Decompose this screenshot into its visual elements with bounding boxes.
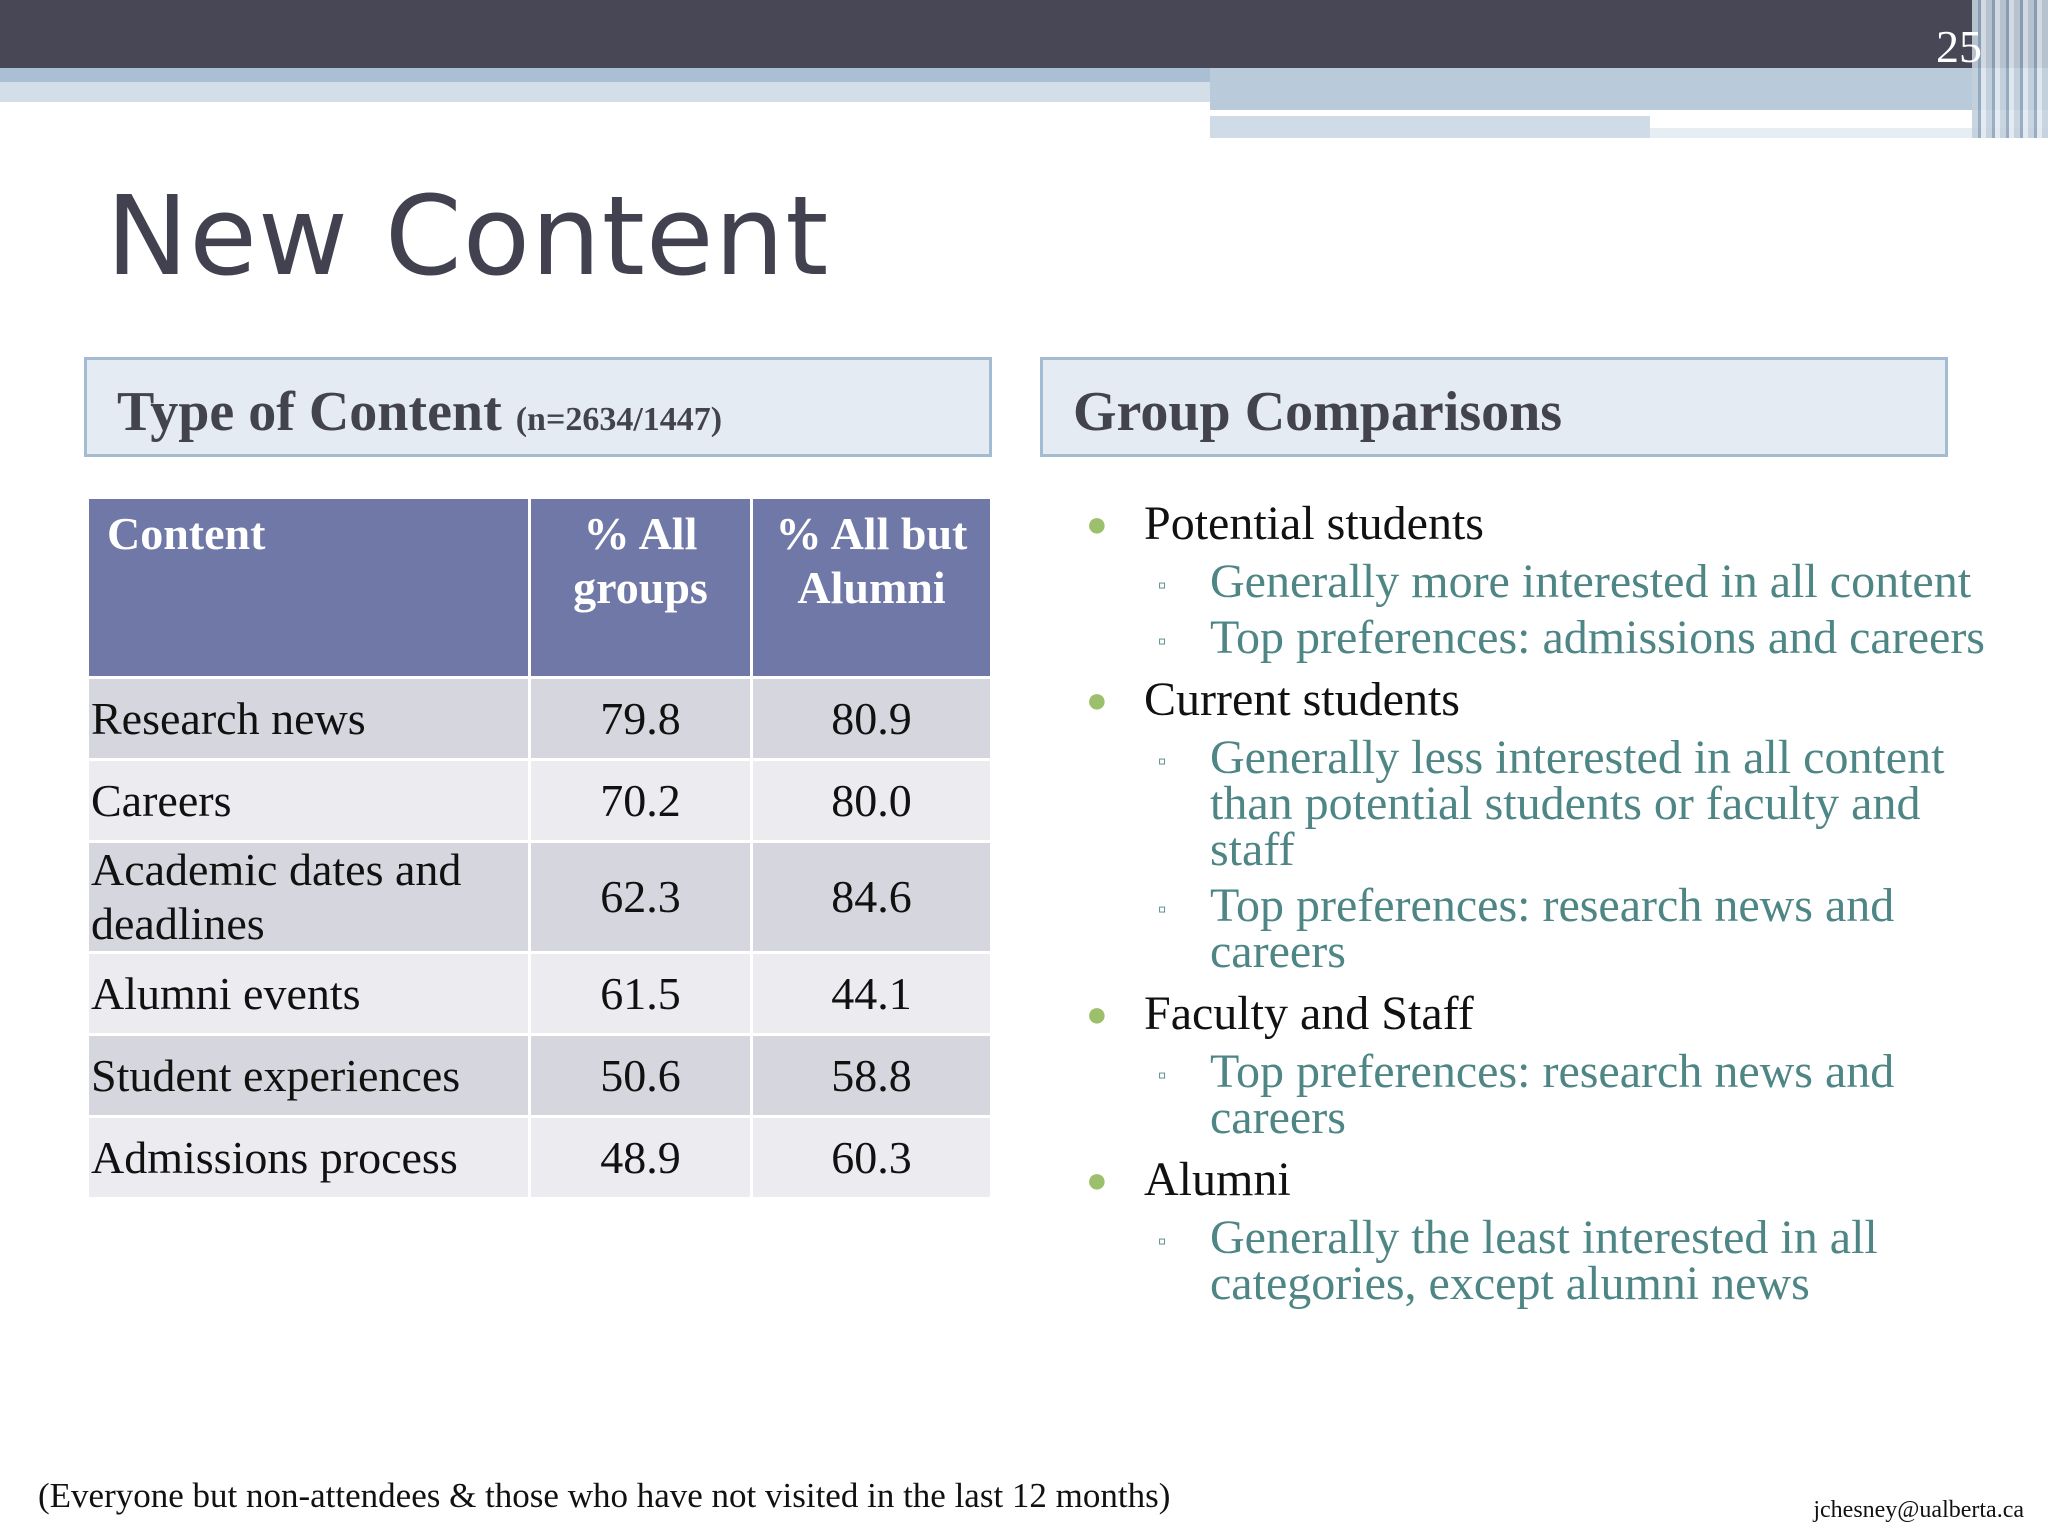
sub-bullet: ▫ Top preferences: research news and care… xyxy=(1080,1048,2000,1142)
table-cell: 58.8 xyxy=(750,1033,993,1118)
content-table: Content % All groups % All but Alumni Re… xyxy=(86,496,993,1200)
sub-bullet: ▫ Top preferences: admissions and careers xyxy=(1080,614,2000,662)
table-cell: 48.9 xyxy=(528,1115,753,1200)
group-label-text: Faculty and Staff xyxy=(1144,987,1474,1040)
square-bullet-icon: ▫ xyxy=(1158,573,1167,599)
table-cell: Alumni events xyxy=(86,951,531,1036)
round-bullet-icon: ● xyxy=(1086,680,1108,720)
table-row: Careers 70.2 80.0 xyxy=(86,758,993,843)
table-cell: 84.6 xyxy=(750,840,993,954)
group-alumni: ● Alumni ▫ Generally the least interested … xyxy=(1080,1151,2000,1308)
decor-band xyxy=(1210,68,2048,110)
round-bullet-icon: ● xyxy=(1086,994,1108,1034)
square-bullet-icon: ▫ xyxy=(1158,897,1167,923)
table-cell: 80.9 xyxy=(750,676,993,761)
sub-bullet: ▫ Top preferences: research news and care… xyxy=(1080,882,2000,976)
group-label: ● Alumni xyxy=(1080,1151,2000,1209)
footnote: (Everyone but non-attendees & those who … xyxy=(38,1476,1171,1515)
table-cell: 79.8 xyxy=(528,676,753,761)
group-label: ● Potential students xyxy=(1080,495,2000,553)
column-header: Content xyxy=(86,496,531,679)
table-cell: 44.1 xyxy=(750,951,993,1036)
table-cell: 61.5 xyxy=(528,951,753,1036)
table-cell: Admissions process xyxy=(86,1115,531,1200)
type-of-content-header: Type of Content (n=2634/1447) xyxy=(84,357,992,457)
decor-band xyxy=(0,68,1210,82)
type-of-content-title: Type of Content xyxy=(117,381,502,443)
square-bullet-icon: ▫ xyxy=(1158,1063,1167,1089)
table-cell: Careers xyxy=(86,758,531,843)
decor-band xyxy=(1650,128,2048,138)
table-row: Alumni events 61.5 44.1 xyxy=(86,951,993,1036)
table-row: Student experiences 50.6 58.8 xyxy=(86,1033,993,1118)
group-faculty-and-staff: ● Faculty and Staff ▫ Top preferences: res… xyxy=(1080,985,2000,1142)
table-row: Research news 79.8 80.9 xyxy=(86,676,993,761)
table-cell: Research news xyxy=(86,676,531,761)
group-label-text: Current students xyxy=(1144,673,1460,726)
table-row: Academic dates and deadlines 62.3 84.6 xyxy=(86,840,993,954)
table-cell: 60.3 xyxy=(750,1115,993,1200)
decor-band xyxy=(0,82,1210,102)
square-bullet-icon: ▫ xyxy=(1158,749,1167,775)
table-header-row: Content % All groups % All but Alumni xyxy=(86,496,993,679)
top-bar xyxy=(0,0,2048,68)
sub-bullet-text: Generally more interested in all content xyxy=(1210,555,1972,608)
decor-band xyxy=(1210,116,1650,138)
round-bullet-icon: ● xyxy=(1086,504,1108,544)
group-label-text: Alumni xyxy=(1144,1153,1291,1206)
group-potential-students: ● Potential students ▫ Generally more inte… xyxy=(1080,495,2000,662)
table-row: Admissions process 48.9 60.3 xyxy=(86,1115,993,1200)
table-cell: 50.6 xyxy=(528,1033,753,1118)
table-cell: 80.0 xyxy=(750,758,993,843)
square-bullet-icon: ▫ xyxy=(1158,1229,1167,1255)
sub-bullet-text: Generally less interested in all content… xyxy=(1210,731,1945,876)
table-cell: Academic dates and deadlines xyxy=(86,840,531,954)
table-cell: 70.2 xyxy=(528,758,753,843)
group-label: ● Current students xyxy=(1080,671,2000,729)
group-comparison-list: ● Potential students ▫ Generally more inte… xyxy=(1080,495,2000,1317)
table-cell: Student experiences xyxy=(86,1033,531,1118)
column-header: % All groups xyxy=(528,496,753,679)
sub-bullet-text: Top preferences: research news and caree… xyxy=(1210,1045,1895,1144)
sub-bullet: ▫ Generally less interested in all conten… xyxy=(1080,734,2000,874)
sub-bullet-text: Top preferences: research news and caree… xyxy=(1210,879,1895,978)
square-bullet-icon: ▫ xyxy=(1158,629,1167,655)
sub-bullet-text: Top preferences: admissions and careers xyxy=(1210,611,1985,664)
author-email: jchesney@ualberta.ca xyxy=(1813,1497,2024,1523)
group-label: ● Faculty and Staff xyxy=(1080,985,2000,1043)
page-number: 25 xyxy=(1936,21,1982,72)
sub-bullet-text: Generally the least interested in all ca… xyxy=(1210,1211,1878,1310)
decor-stripes xyxy=(1972,0,2048,138)
group-comparisons-header: Group Comparisons xyxy=(1040,357,1948,457)
group-label-text: Potential students xyxy=(1144,497,1484,550)
sub-bullet: ▫ Generally more interested in all conten… xyxy=(1080,558,2000,606)
slide-title: New Content xyxy=(106,172,830,300)
group-current-students: ● Current students ▫ Generally less intere… xyxy=(1080,671,2000,976)
round-bullet-icon: ● xyxy=(1086,1160,1108,1200)
sample-size: (n=2634/1447) xyxy=(515,401,723,438)
sub-bullet: ▫ Generally the least interested in all c… xyxy=(1080,1214,2000,1308)
group-comparisons-title: Group Comparisons xyxy=(1073,381,1563,443)
table-cell: 62.3 xyxy=(528,840,753,954)
column-header: % All but Alumni xyxy=(750,496,993,679)
